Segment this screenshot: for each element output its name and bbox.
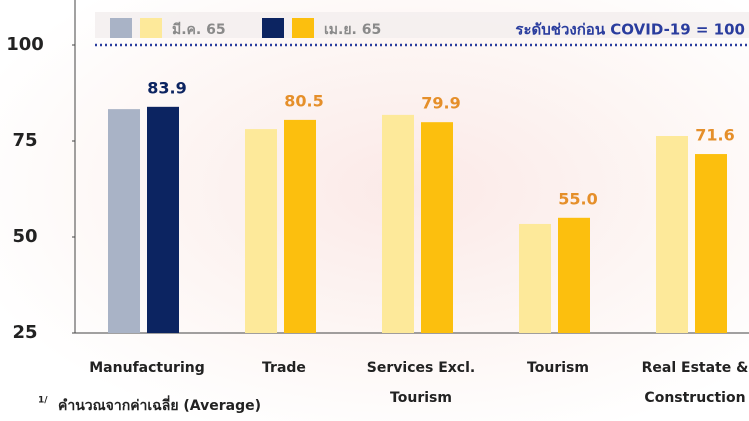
bar <box>284 119 316 333</box>
legend-swatch <box>292 18 314 38</box>
x-tick-label: Tourism <box>527 360 589 376</box>
bar <box>421 122 453 334</box>
x-tick-label: Construction <box>644 390 745 406</box>
reference-label: ระดับช่วงก่อน COVID-19 = 100 <box>515 21 745 39</box>
bar <box>519 223 551 333</box>
y-tick-label: 100 <box>6 34 44 55</box>
y-tick-label: 50 <box>12 226 37 247</box>
value-label: 71.6 <box>695 126 734 145</box>
value-label: 83.9 <box>147 78 186 97</box>
x-tick-label: Services Excl. <box>367 360 475 376</box>
y-tick-label: 25 <box>12 322 37 343</box>
y-tick-label: 75 <box>12 130 37 151</box>
bar <box>382 114 414 333</box>
footnote-marker: 1/ <box>38 396 48 406</box>
bar <box>558 217 590 333</box>
value-label: 79.9 <box>421 94 460 113</box>
x-tick-label: Tourism <box>390 390 452 406</box>
x-tick-label: Trade <box>262 360 306 376</box>
legend-swatch <box>140 18 162 38</box>
bar <box>656 136 688 333</box>
bar <box>245 129 277 333</box>
value-label: 55.0 <box>558 189 597 208</box>
x-tick-label: Real Estate & <box>642 360 749 376</box>
legend-swatch <box>262 18 284 38</box>
bar <box>108 109 140 334</box>
bar <box>147 106 179 333</box>
legend-swatch <box>110 18 132 38</box>
value-label: 80.5 <box>284 91 323 110</box>
footnote: คำนวณจากค่าเฉลี่ย (Average) <box>58 395 261 414</box>
legend-box <box>95 12 749 38</box>
x-tick-label: Manufacturing <box>89 360 205 376</box>
bar <box>695 154 727 333</box>
legend-label: เม.ย. 65 <box>324 22 381 38</box>
legend-label: มี.ค. 65 <box>172 22 226 38</box>
